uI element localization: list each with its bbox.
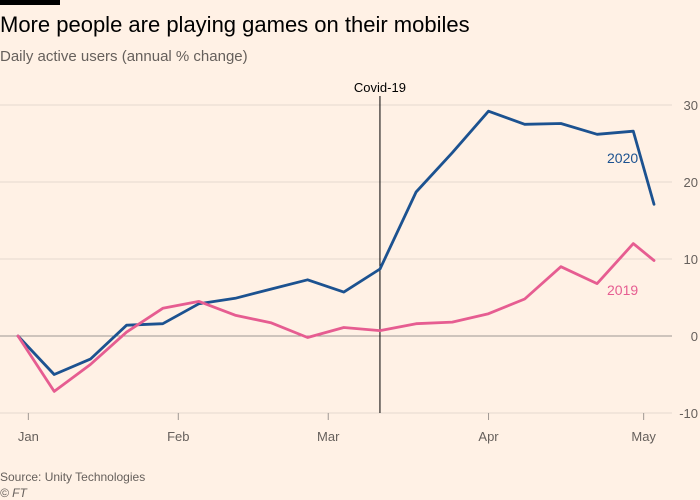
chart-subtitle: Daily active users (annual % change) bbox=[0, 48, 248, 65]
y-tick-label: 30 bbox=[684, 98, 698, 113]
x-tick-label: Jan bbox=[18, 429, 39, 444]
series-line-2020 bbox=[16, 109, 656, 376]
chart-title: More people are playing games on their m… bbox=[0, 12, 470, 37]
annotation-label: Covid-19 bbox=[354, 80, 406, 95]
line-chart: -10 0 10 20 30 Jan Feb Mar Apr May Covid-19 2020 201… bbox=[0, 80, 698, 444]
x-tick-label: Apr bbox=[478, 429, 499, 444]
brand-bar bbox=[0, 0, 60, 5]
source-note: Source: Unity Technologies bbox=[0, 470, 146, 484]
series-label-2020: 2020 bbox=[607, 150, 638, 166]
y-tick-label: 20 bbox=[684, 175, 698, 190]
x-tick-label: Feb bbox=[167, 429, 189, 444]
x-tick-label: May bbox=[631, 429, 656, 444]
copyright-note: © FT bbox=[0, 486, 27, 500]
y-tick-label: -10 bbox=[679, 406, 698, 421]
x-tick-label: Mar bbox=[317, 429, 340, 444]
series-line-2019 bbox=[16, 242, 656, 393]
series-label-2019: 2019 bbox=[607, 282, 638, 298]
y-tick-label: 0 bbox=[691, 329, 698, 344]
y-tick-label: 10 bbox=[684, 252, 698, 267]
